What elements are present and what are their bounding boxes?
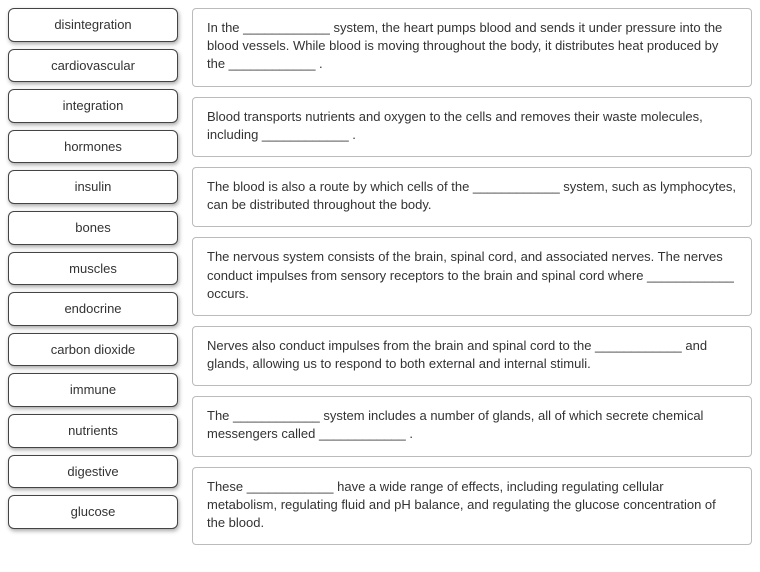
definitions-column: In the ____________ system, the heart pu… <box>192 8 752 545</box>
terms-column: disintegration cardiovascular integratio… <box>8 8 178 529</box>
term-chip[interactable]: carbon dioxide <box>8 333 178 367</box>
term-chip[interactable]: endocrine <box>8 292 178 326</box>
term-chip[interactable]: bones <box>8 211 178 245</box>
definition-slot[interactable]: The ____________ system includes a numbe… <box>192 396 752 456</box>
term-chip[interactable]: muscles <box>8 252 178 286</box>
definition-slot[interactable]: In the ____________ system, the heart pu… <box>192 8 752 87</box>
term-chip[interactable]: disintegration <box>8 8 178 42</box>
definition-slot[interactable]: The blood is also a route by which cells… <box>192 167 752 227</box>
definition-slot[interactable]: These ____________ have a wide range of … <box>192 467 752 546</box>
term-chip[interactable]: insulin <box>8 170 178 204</box>
definition-slot[interactable]: Nerves also conduct impulses from the br… <box>192 326 752 386</box>
term-chip[interactable]: digestive <box>8 455 178 489</box>
term-chip[interactable]: glucose <box>8 495 178 529</box>
term-chip[interactable]: immune <box>8 373 178 407</box>
definition-slot[interactable]: The nervous system consists of the brain… <box>192 237 752 316</box>
term-chip[interactable]: cardiovascular <box>8 49 178 83</box>
worksheet-layout: disintegration cardiovascular integratio… <box>8 8 752 545</box>
term-chip[interactable]: integration <box>8 89 178 123</box>
term-chip[interactable]: hormones <box>8 130 178 164</box>
term-chip[interactable]: nutrients <box>8 414 178 448</box>
definition-slot[interactable]: Blood transports nutrients and oxygen to… <box>192 97 752 157</box>
